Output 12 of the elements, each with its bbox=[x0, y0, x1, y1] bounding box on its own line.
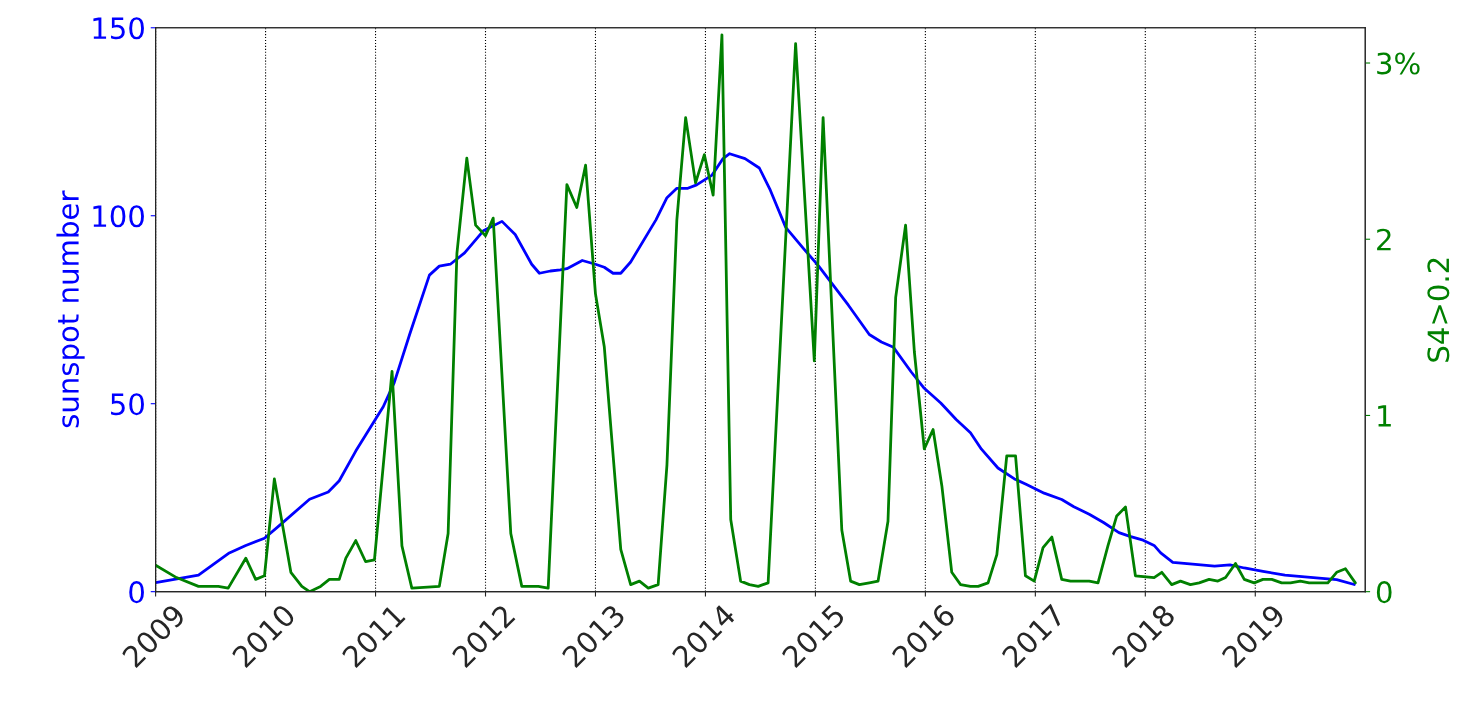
y-tick-label: 50 bbox=[111, 393, 144, 416]
y2-tick-label: 3% bbox=[1377, 52, 1420, 75]
y-tick-label: 150 bbox=[93, 17, 144, 40]
y-tick-label: 100 bbox=[93, 205, 144, 228]
y-tick-label: 0 bbox=[129, 581, 144, 604]
y-axis-title: sunspot number bbox=[56, 190, 85, 428]
line-series bbox=[155, 33, 1357, 592]
y2-tick-label: 1 bbox=[1378, 405, 1391, 427]
y2-axis-title: S4>0.2 bbox=[1427, 258, 1450, 362]
y2-tick-label: 0 bbox=[1376, 581, 1392, 604]
line-series bbox=[155, 152, 1356, 586]
y2-tick-label: 2 bbox=[1377, 228, 1391, 251]
